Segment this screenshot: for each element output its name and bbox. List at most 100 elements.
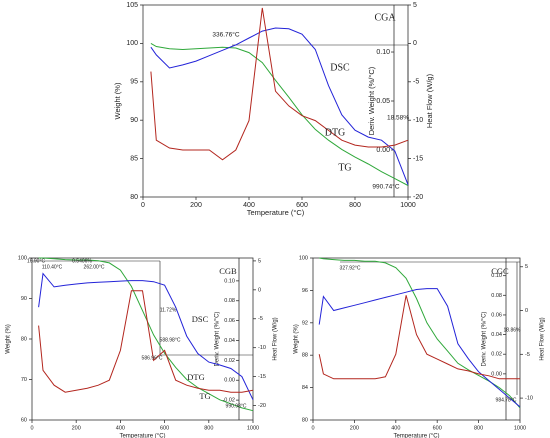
y3-tick-label: 0.04 <box>224 338 235 344</box>
y2-tick-label: 0 <box>413 40 417 47</box>
y-tick-label: 96 <box>302 288 308 294</box>
annotation: 262.00°C <box>84 264 105 270</box>
y3-tick-label: 0.10 <box>224 278 235 284</box>
series-label: DTG <box>325 127 346 138</box>
x-tick-label: 800 <box>204 425 213 431</box>
x-tick-label: 1000 <box>400 202 416 209</box>
series-label: DTG <box>187 372 204 382</box>
y2-tick-label: 0 <box>525 308 528 314</box>
series-line <box>38 272 254 401</box>
series-line <box>38 290 254 393</box>
y3-tick-label: 0.00 <box>224 378 235 384</box>
y-tick-label: 80 <box>302 417 308 423</box>
y2-tick-label: 5 <box>413 2 417 9</box>
x-tick-label: 0 <box>311 425 314 431</box>
annotation: 990.98°C <box>226 403 247 409</box>
y3-axis-label: Deriv. Weight (%/°C) <box>367 66 376 135</box>
plot-frame <box>312 257 521 421</box>
y3-tick-label: 0.08 <box>224 298 235 304</box>
series-label: DSC <box>330 62 350 73</box>
y-tick-label: 88 <box>302 353 308 359</box>
y2-tick-label: -5 <box>413 79 419 86</box>
x-tick-label: 400 <box>116 425 125 431</box>
y2-tick-label: 5 <box>258 258 261 264</box>
series-line <box>318 295 520 380</box>
y-tick-label: 70 <box>21 377 27 383</box>
y3-tick-label: 0.06 <box>491 312 502 318</box>
y-tick-label: 80 <box>130 194 138 201</box>
annotation: 586.96°C <box>142 355 163 361</box>
x-tick-label: 600 <box>296 202 308 209</box>
y3-tick-label: 0.02 <box>224 358 235 364</box>
series-line <box>318 288 521 408</box>
y-axis-label: Weight (%) <box>294 324 300 354</box>
y3-tick-label: 0.05 <box>376 98 390 105</box>
y3-tick-label: 0.10 <box>491 273 502 279</box>
y3-tick-label: 0.06 <box>224 318 235 324</box>
y2-axis-label: Heat Flow (W/g) <box>540 317 546 360</box>
annotation: 327.92°C <box>340 265 361 271</box>
annotation: 18.58% <box>387 115 409 122</box>
y2-tick-label: -15 <box>258 374 266 380</box>
x-tick-label: 0 <box>30 425 33 431</box>
x-tick-label: 200 <box>350 425 359 431</box>
y-tick-label: 85 <box>130 155 138 162</box>
y-tick-label: 100 <box>18 255 27 261</box>
y-tick-label: 90 <box>130 117 138 124</box>
y-tick-label: 80 <box>21 336 27 342</box>
x-axis-label: Temperature (°C) <box>119 434 165 438</box>
x-tick-label: 1000 <box>514 425 526 431</box>
x-axis-label: Temperature (°C) <box>247 208 305 217</box>
series-label: DSC <box>192 314 209 324</box>
x-tick-label: 800 <box>474 425 483 431</box>
y3-tick-label: 0.02 <box>491 352 502 358</box>
y2-tick-label: -10 <box>413 117 423 124</box>
annotation: 984.78°C <box>496 397 517 403</box>
x-tick-label: 800 <box>349 202 361 209</box>
series-label: TG <box>199 391 210 401</box>
y-tick-label: 84 <box>302 385 308 391</box>
y2-axis-label: Heat Flow (W/g) <box>425 73 434 128</box>
series-line <box>319 257 521 409</box>
y2-tick-label: -10 <box>258 345 266 351</box>
series-label: TG <box>338 162 351 173</box>
x-tick-label: 0 <box>141 202 145 209</box>
y-axis-label: Weight (%) <box>113 82 122 119</box>
y-tick-label: 92 <box>302 320 308 326</box>
y2-axis-label: Heat Flow (W/g) <box>273 317 279 360</box>
y-tick-label: 95 <box>130 79 138 86</box>
y2-tick-label: 0 <box>258 287 261 293</box>
x-tick-label: 200 <box>72 425 81 431</box>
y-tick-label: 60 <box>21 417 27 423</box>
y3-axis-label: Deriv. Weight (%/°C) <box>482 312 488 367</box>
chart-title: CGB <box>219 266 237 276</box>
y2-tick-label: -5 <box>525 352 530 358</box>
y2-tick-label: -5 <box>258 316 263 322</box>
y3-tick-label: 0.04 <box>491 332 502 338</box>
series-line <box>150 7 409 161</box>
series-line <box>150 27 409 185</box>
x-tick-label: 400 <box>391 425 400 431</box>
annotation: 11.72% <box>160 307 177 313</box>
y-tick-label: 100 <box>126 40 138 47</box>
y2-tick-label: 5 <box>525 264 528 270</box>
chart-title: CGA <box>374 12 396 23</box>
x-tick-label: 600 <box>160 425 169 431</box>
annotation: 18.86% <box>504 327 522 333</box>
y2-tick-label: -20 <box>258 403 266 409</box>
annotation: 16.90°C <box>27 258 46 264</box>
annotation: 0.5406% <box>72 258 92 264</box>
y2-tick-label: -15 <box>413 155 423 162</box>
annotation: 336.76°C <box>212 31 239 39</box>
y-tick-label: 90 <box>21 296 27 302</box>
y3-axis-label: Deriv. Weight (%/°C) <box>215 312 221 367</box>
x-tick-label: 400 <box>243 202 255 209</box>
y3-tick-label: 0.10 <box>376 49 390 56</box>
x-tick-label: 200 <box>190 202 202 209</box>
y3-tick-label: 0.08 <box>491 293 502 299</box>
y2-tick-label: -10 <box>525 396 533 402</box>
y3-tick-label: 0.00 <box>491 371 502 377</box>
x-tick-label: 1000 <box>247 425 259 431</box>
chart-title: CGC <box>491 266 509 276</box>
